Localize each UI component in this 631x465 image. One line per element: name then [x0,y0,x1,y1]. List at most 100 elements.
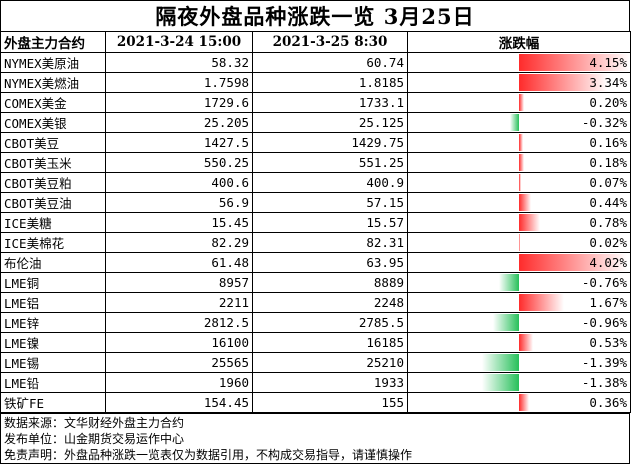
table-row: CBOT美玉米 550.25 551.25 0.18% [0,152,631,173]
price-date-1: 154.45 [105,392,253,413]
price-date-1: 2812.5 [105,312,253,333]
change-percent: 0.20% [589,95,627,110]
contract-name: 铁矿FE [0,392,106,413]
price-date-1: 56.9 [105,192,253,213]
change-percent: -1.39% [581,355,627,370]
change-percent: -1.38% [581,375,627,390]
price-date-2: 25210 [252,352,408,373]
change-bar-down [482,374,519,391]
change-bar-down [481,354,519,371]
change-bar-up [519,74,609,91]
price-date-2: 1733.1 [252,92,408,113]
table-row: LME铜 8957 8889 -0.76% [0,272,631,293]
table-row: CBOT美豆粕 400.6 400.9 0.07% [0,172,631,193]
contract-name: NYMEX美原油 [0,52,106,73]
contract-name: LME镍 [0,332,106,353]
change-cell: -1.38% [407,372,631,393]
page-title: 隔夜外盘品种涨跌一览 3月25日 [0,0,630,32]
change-cell: 0.16% [407,132,631,153]
change-cell: 0.78% [407,212,631,233]
change-bar-up [519,174,521,191]
change-bar-down [510,114,519,131]
price-date-2: 60.74 [252,52,408,73]
change-bar-up [519,254,627,271]
price-date-1: 400.6 [105,172,253,193]
contract-name: CBOT美豆粕 [0,172,106,193]
price-date-1: 1960 [105,372,253,393]
change-percent: -0.96% [581,315,627,330]
header-date-1: 2021-3-24 15:00 [105,31,253,53]
change-cell: 0.44% [407,192,631,213]
change-bar-up [519,394,529,411]
change-percent: 0.44% [589,195,627,210]
change-bar-up [519,154,524,171]
change-bar-up [519,334,534,351]
contract-name: COMEX美金 [0,92,106,113]
change-percent: 0.53% [589,335,627,350]
contract-name: LME铜 [0,272,106,293]
change-percent: 4.15% [589,55,627,70]
price-date-1: 1427.5 [105,132,253,153]
change-bar-up [519,234,520,251]
price-table: 外盘主力合约 2021-3-24 15:00 2021-3-25 8:30 涨跌… [0,31,631,413]
footer-disclaimer: 免责声明：外盘品种涨跌一览表仅为数据引用，不构成交易指导，请谨慎操作 [4,448,413,462]
change-percent: 0.02% [589,235,627,250]
change-percent: 0.07% [589,175,627,190]
price-date-1: 1729.6 [105,92,253,113]
table-row: LME铝 2211 2248 1.67% [0,292,631,313]
price-date-2: 155 [252,392,408,413]
change-bar-down [493,314,519,331]
change-percent: 0.18% [589,155,627,170]
change-cell: 0.18% [407,152,631,173]
change-cell: 0.53% [407,332,631,353]
table-row: CBOT美豆 1427.5 1429.75 0.16% [0,132,631,153]
change-percent: 1.67% [589,295,627,310]
change-percent: -0.76% [581,275,627,290]
change-bar-up [519,134,524,151]
table-row: ICE美糖 15.45 15.57 0.78% [0,212,631,233]
change-bar-up [519,214,540,231]
contract-name: NYMEX美燃油 [0,72,106,93]
price-date-1: 15.45 [105,212,253,233]
change-cell: 0.07% [407,172,631,193]
price-date-1: 16100 [105,332,253,353]
table-row: 布伦油 61.48 63.95 4.02% [0,252,631,273]
price-date-1: 1.7598 [105,72,253,93]
price-date-1: 25.205 [105,112,253,133]
change-cell: 1.67% [407,292,631,313]
footer-notes: 数据来源：文华财经外盘主力合约 发布单位：山金期货交易运作中心 免责声明：外盘品… [0,413,630,464]
price-date-2: 1933 [252,372,408,393]
price-date-1: 550.25 [105,152,253,173]
price-date-2: 551.25 [252,152,408,173]
change-cell: -1.39% [407,352,631,373]
contract-name: CBOT美豆 [0,132,106,153]
change-percent: 0.78% [589,215,627,230]
contract-name: LME锡 [0,352,106,373]
price-date-2: 25.125 [252,112,408,133]
contract-name: LME铝 [0,292,106,313]
price-date-1: 8957 [105,272,253,293]
table-row: 铁矿FE 154.45 155 0.36% [0,392,631,413]
change-percent: 0.16% [589,135,627,150]
table-row: NYMEX美燃油 1.7598 1.8185 3.34% [0,72,631,93]
contract-name: COMEX美银 [0,112,106,133]
price-date-2: 1429.75 [252,132,408,153]
table-row: CBOT美豆油 56.9 57.15 0.44% [0,192,631,213]
header-change: 涨跌幅 [407,31,631,53]
change-percent: -0.32% [581,115,627,130]
table-row: NYMEX美原油 58.32 60.74 4.15% [0,52,631,73]
table-row: COMEX美银 25.205 25.125 -0.32% [0,112,631,133]
change-bar-down [498,274,519,291]
change-cell: 0.02% [407,232,631,253]
contract-name: 布伦油 [0,252,106,273]
price-date-2: 2785.5 [252,312,408,333]
header-contract: 外盘主力合约 [0,31,106,53]
price-date-1: 2211 [105,292,253,313]
change-cell: 0.20% [407,92,631,113]
price-date-2: 63.95 [252,252,408,273]
price-date-2: 57.15 [252,192,408,213]
change-bar-up [519,194,531,211]
footer-source: 数据来源：文华财经外盘主力合约 [4,416,185,430]
price-date-1: 82.29 [105,232,253,253]
contract-name: ICE美棉花 [0,232,106,253]
